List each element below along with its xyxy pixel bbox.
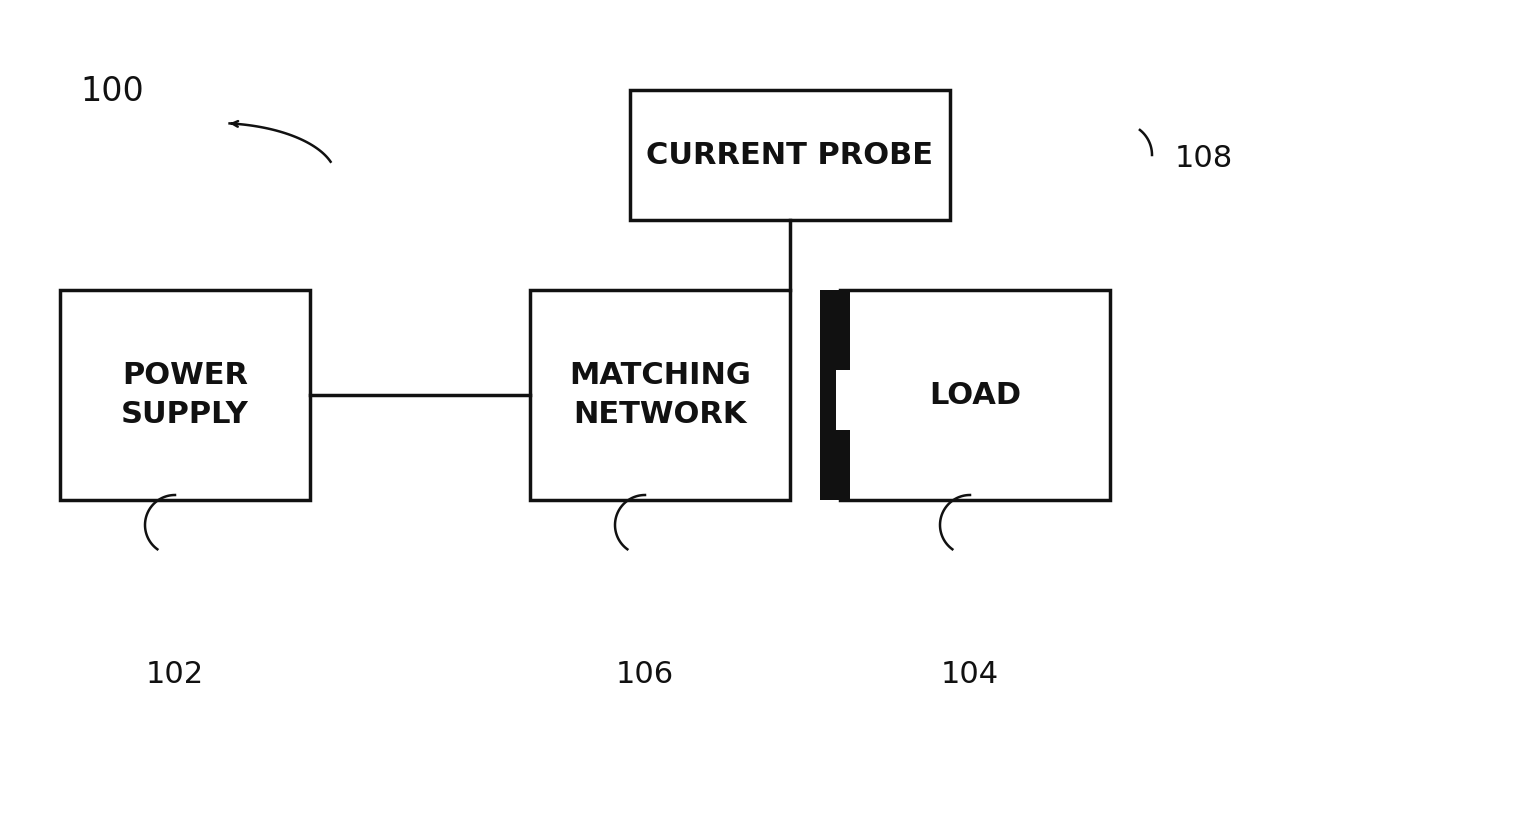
Bar [59,290,310,500]
Bar [836,370,849,430]
Text: MATCHING
NETWORK: MATCHING NETWORK [569,361,750,429]
Bar [630,90,950,220]
Text: LOAD: LOAD [928,380,1021,409]
Bar [530,290,790,500]
Text: 108: 108 [1175,143,1233,173]
Text: 100: 100 [81,75,143,108]
Bar [840,290,1110,500]
Text: CURRENT PROBE: CURRENT PROBE [647,140,933,169]
Bar [820,290,849,500]
Text: 106: 106 [616,660,674,689]
Text: 104: 104 [941,660,998,689]
Text: POWER
SUPPLY: POWER SUPPLY [122,361,250,429]
Text: 102: 102 [146,660,204,689]
